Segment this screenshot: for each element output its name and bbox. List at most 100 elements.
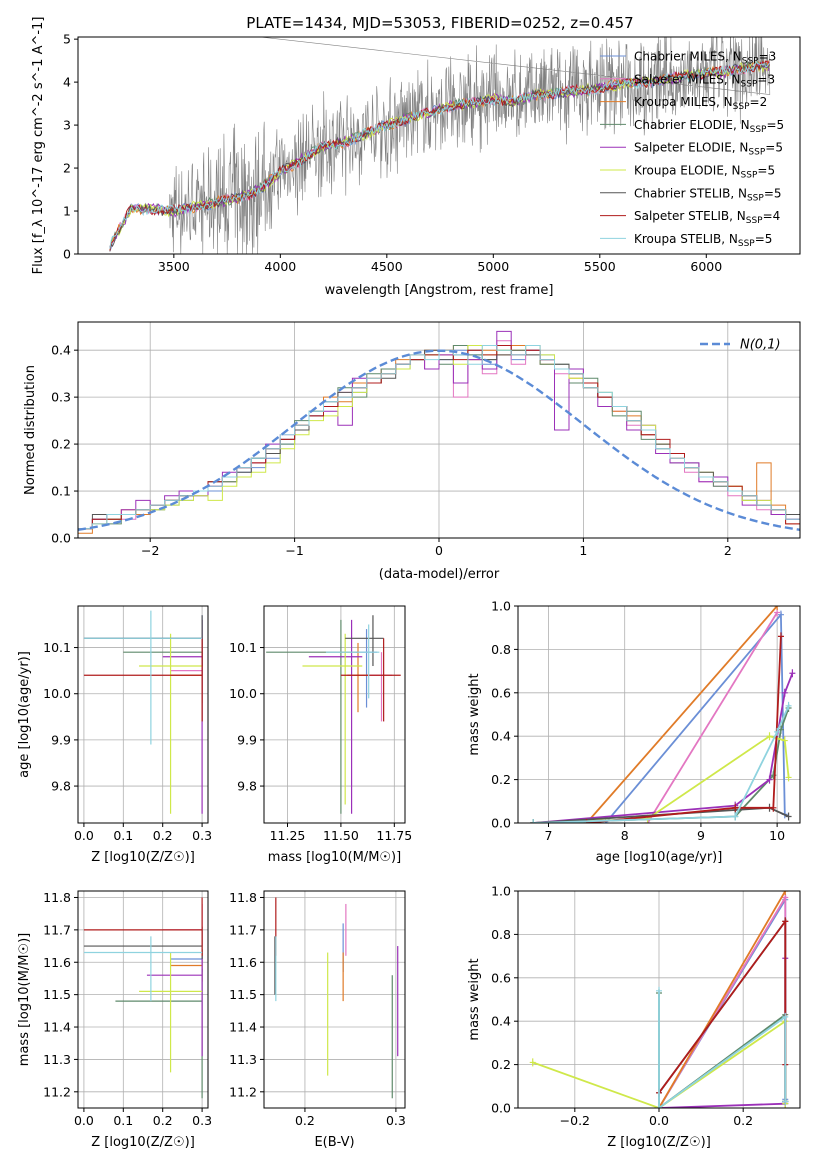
axes-frame	[263, 890, 406, 1109]
x-tick-label: 11.75	[376, 828, 412, 843]
legend-label-chabrier_elodie: Chabrier ELODIE, NSSP=5	[634, 118, 784, 135]
y-tick-label: 11.8	[43, 890, 71, 905]
y-tick-label: 5	[63, 32, 71, 47]
weight-line-kroupa_miles	[585, 606, 778, 823]
y-tick-label: 11.6	[43, 955, 71, 970]
weight-point-salpeter_stelib	[732, 803, 739, 812]
legend-text: Kroupa STELIB, N	[634, 232, 738, 246]
legend-subscript: SSP	[741, 79, 758, 89]
x-tick-label: 11.50	[323, 828, 359, 843]
x-tick-label: 0.2	[295, 1113, 315, 1128]
legend-label-kroupa_stelib: Kroupa STELIB, NSSP=5	[634, 232, 772, 249]
y-tick-label: 0.1	[51, 484, 71, 499]
plot-area-mass_age	[266, 615, 401, 814]
legend-count: =2	[750, 95, 768, 109]
y-tick-label: 1.0	[491, 599, 511, 614]
weight-point-kroupa_elodie	[785, 773, 792, 782]
plot-area-residuals	[78, 330, 800, 534]
y-tick-label: 11.7	[229, 922, 257, 937]
x-tick-label: 0.1	[113, 828, 133, 843]
axes-frame	[77, 605, 209, 824]
legend-label-chabrier_miles: Chabrier MILES, NSSP=3	[634, 50, 776, 67]
y-tick-label: 11.6	[229, 955, 257, 970]
panel-z_age: 0.0 0.1 0.2 0.3 9.8 9.9 10.0 10.1 Z [log10(Z/Z☉)…	[17, 605, 212, 865]
weight-line-chabrier_stelib	[533, 806, 789, 823]
y-tick-label: 11.2	[43, 1084, 71, 1099]
y-axis-label: age [log10(age/yr)]	[17, 651, 32, 778]
weight-line-kroupa_stelib	[533, 705, 790, 823]
weight-point-kroupa_stelib	[530, 819, 537, 823]
y-tick-label: 0.0	[51, 531, 71, 546]
plot-area-z_age	[83, 610, 203, 814]
y-tick-label: 10.1	[43, 640, 71, 655]
axes-age_weight: 7 8 9 10 0.0 0.2 0.4 0.6 0.8 1.0	[491, 599, 801, 843]
x-tick-label: 0	[435, 543, 443, 558]
x-axis-label: Z [log10(Z/Z☉)]	[607, 1135, 711, 1150]
x-tick-label: −2	[141, 543, 159, 558]
y-tick-label: 11.3	[229, 1052, 257, 1067]
legend-count: =3	[757, 72, 775, 86]
y-tick-label: 10.1	[229, 640, 257, 655]
weight-point-salpeter_elodie	[781, 688, 788, 697]
x-axis-label: E(B-V)	[314, 1135, 354, 1150]
legend-subscript: SSP	[746, 216, 763, 226]
plot-area-z_weight	[529, 891, 789, 1108]
legend-label-salpeter_elodie: Salpeter ELODIE, NSSP=5	[634, 141, 783, 158]
legend-count: =3	[759, 50, 777, 64]
axes-frame	[77, 890, 209, 1109]
weight-point-chabrier_miles	[777, 610, 784, 619]
x-tick-label: 6000	[690, 259, 722, 274]
legend-label-gaussian: N(0,1)	[740, 338, 781, 353]
panel-ebv_mass: 0.2 0.3 11.2 11.3 11.4 11.5 11.6 11.7 11.8 E(B-V)	[229, 890, 406, 1150]
x-axis-label: (data-model)/error	[379, 567, 500, 582]
x-tick-label: 8	[621, 828, 629, 843]
x-tick-label: 7	[545, 828, 553, 843]
y-tick-label: 1.0	[491, 884, 511, 899]
y-tick-label: 0.8	[491, 927, 511, 942]
weight-point-kroupa_stelib	[774, 727, 781, 736]
panel-residuals: −2 −1 0 1 2 0.0 0.1 0.2 0.3 0.4 (data-model)/error…	[23, 321, 801, 582]
y-tick-label: 11.2	[229, 1084, 257, 1099]
y-tick-label: 1	[63, 204, 71, 219]
x-tick-label: 3500	[158, 259, 190, 274]
y-axis-label: mass weight	[467, 673, 482, 755]
weight-point-salpeter_elodie	[766, 775, 773, 784]
weight-point-salpeter_stelib	[777, 632, 784, 641]
y-tick-label: 0.4	[491, 1014, 511, 1029]
legend-subscript: SSP	[747, 193, 764, 203]
legend-count: =5	[765, 141, 783, 155]
x-tick-label: 11.25	[270, 828, 306, 843]
x-axis-label: age [log10(age/yr)]	[596, 850, 723, 865]
axes-z_mass: 0.0 0.1 0.2 0.3 11.2 11.3 11.4 11.5 11.6 11.7 11.8	[43, 890, 212, 1128]
weight-point-kroupa_elodie	[529, 1058, 536, 1067]
y-tick-label: 11.5	[229, 987, 257, 1002]
y-tick-label: 3	[63, 118, 71, 133]
y-tick-label: 0	[63, 247, 71, 262]
legend-text: Chabrier ELODIE, N	[634, 118, 750, 132]
axes-mass_age: 11.25 11.50 11.75 9.8 9.9 10.0 10.1	[229, 605, 412, 843]
legend-subscript: SSP	[733, 102, 750, 112]
axes-frame	[517, 605, 801, 824]
y-tick-label: 9.8	[237, 779, 257, 794]
y-axis-label: mass weight	[467, 958, 482, 1040]
y-tick-label: 11.8	[229, 890, 257, 905]
weight-point-kroupa_miles	[774, 606, 781, 610]
panel-mass_age: 11.25 11.50 11.75 9.8 9.9 10.0 10.1 mass [log10…	[229, 605, 412, 865]
weight-point-kroupa_stelib	[782, 1012, 789, 1021]
x-axis-label: Z [log10(Z/Z☉)]	[91, 850, 195, 865]
x-tick-label: 1	[579, 543, 587, 558]
weight-point-kroupa_stelib	[785, 701, 792, 710]
model-spectrum-kroupa_stelib	[109, 60, 770, 249]
y-tick-label: 9.9	[51, 732, 71, 747]
legend-count: =5	[757, 164, 775, 178]
weight-point-salpeter_stelib	[583, 819, 590, 823]
data-spectrum	[169, 37, 771, 254]
weight-point-kroupa_stelib	[656, 1104, 662, 1108]
legend-text: Salpeter ELODIE, N	[634, 141, 748, 155]
x-tick-label: 2	[724, 543, 732, 558]
x-tick-label: 0.3	[192, 1113, 212, 1128]
legend-label-kroupa_elodie: Kroupa ELODIE, NSSP=5	[634, 164, 775, 181]
y-tick-label: 0.8	[491, 642, 511, 657]
x-tick-label: 0.0	[74, 1113, 94, 1128]
